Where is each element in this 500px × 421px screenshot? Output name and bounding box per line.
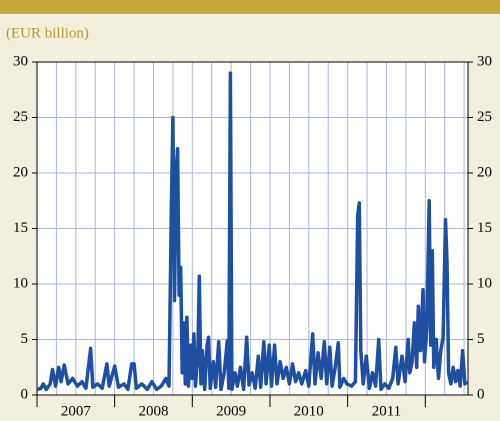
y-tick-label: 20	[13, 164, 28, 180]
header-band	[0, 0, 500, 14]
y2-tick-label: 10	[477, 275, 492, 291]
y-tick-label: 25	[13, 109, 28, 125]
x-tick-label: 2010	[294, 403, 324, 419]
plot-frame	[36, 61, 469, 396]
y-tick-label: 15	[13, 220, 28, 236]
y-tick-label: 30	[13, 53, 28, 69]
x-tick-label: 2008	[138, 403, 168, 419]
y-tick-label: 0	[21, 386, 29, 402]
y-tick-label: 10	[13, 275, 28, 291]
y2-tick-label: 20	[477, 164, 492, 180]
y2-tick-label: 15	[477, 220, 492, 236]
x-tick-label: 2007	[61, 403, 92, 419]
chart-subtitle: (EUR billion)	[6, 25, 89, 41]
y2-tick-label: 25	[477, 109, 492, 125]
data-line	[36, 71, 469, 392]
y-tick-label: 5	[21, 331, 29, 347]
y2-tick-label: 30	[477, 53, 492, 69]
x-tick-label: 2011	[372, 403, 401, 419]
x-tick-label: 2009	[216, 403, 246, 419]
y2-tick-label: 5	[477, 331, 485, 347]
y2-tick-label: 0	[477, 386, 485, 402]
